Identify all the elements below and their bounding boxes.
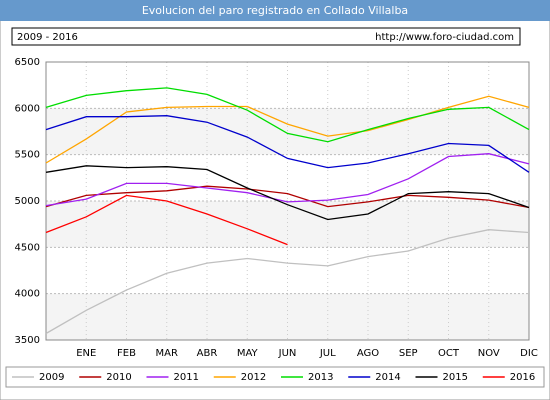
y-tick-label: 4500 xyxy=(15,242,40,253)
title-bar xyxy=(0,0,550,21)
legend-label: 2009 xyxy=(39,372,64,383)
line-series xyxy=(45,115,530,173)
y-tick-label: 3500 xyxy=(15,335,40,346)
x-tick-label: FEB xyxy=(117,348,136,359)
x-tick-label: JUN xyxy=(278,348,297,359)
legend-label: 2010 xyxy=(106,372,131,383)
line-series xyxy=(45,87,530,143)
legend-label: 2016 xyxy=(510,372,535,383)
x-tick-label: ENE xyxy=(76,348,96,359)
x-tick-label: JUL xyxy=(319,348,336,359)
y-tick-label: 4000 xyxy=(15,289,40,300)
legend-label: 2013 xyxy=(308,372,333,383)
grid-band xyxy=(46,201,529,248)
x-tick-label: SEP xyxy=(399,348,418,359)
line-series xyxy=(45,95,530,164)
line-series xyxy=(45,194,288,246)
y-tick-label: 5500 xyxy=(15,150,40,161)
grid-band xyxy=(46,108,529,155)
source: http://www.foro-ciudad.com xyxy=(375,32,514,43)
y-tick-label: 6500 xyxy=(15,57,40,68)
plot-border xyxy=(45,61,530,341)
x-tick-label: AGO xyxy=(357,348,379,359)
x-tick-label: NOV xyxy=(478,348,500,359)
subtitle-box xyxy=(11,27,521,46)
subtitle: 2009 - 2016 xyxy=(17,32,78,43)
legend-label: 2014 xyxy=(375,372,400,383)
line-series xyxy=(45,153,530,207)
legend-label: 2015 xyxy=(443,372,468,383)
line-series xyxy=(45,165,530,221)
legend-box xyxy=(5,366,545,388)
legend-label: 2011 xyxy=(174,372,199,383)
legend-label: 2012 xyxy=(241,372,266,383)
line-series xyxy=(45,229,530,335)
x-tick-label: OCT xyxy=(438,348,460,359)
y-tick-label: 6000 xyxy=(15,103,40,114)
x-tick-label: DIC xyxy=(520,348,538,359)
grid-band xyxy=(46,293,529,340)
x-tick-label: ABR xyxy=(197,348,218,359)
y-tick-label: 5000 xyxy=(15,196,40,207)
x-tick-label: MAY xyxy=(237,348,259,359)
x-tick-label: MAR xyxy=(156,348,178,359)
line-series xyxy=(45,185,530,209)
chart-title: Evolucion del paro registrado en Collado… xyxy=(142,4,408,17)
